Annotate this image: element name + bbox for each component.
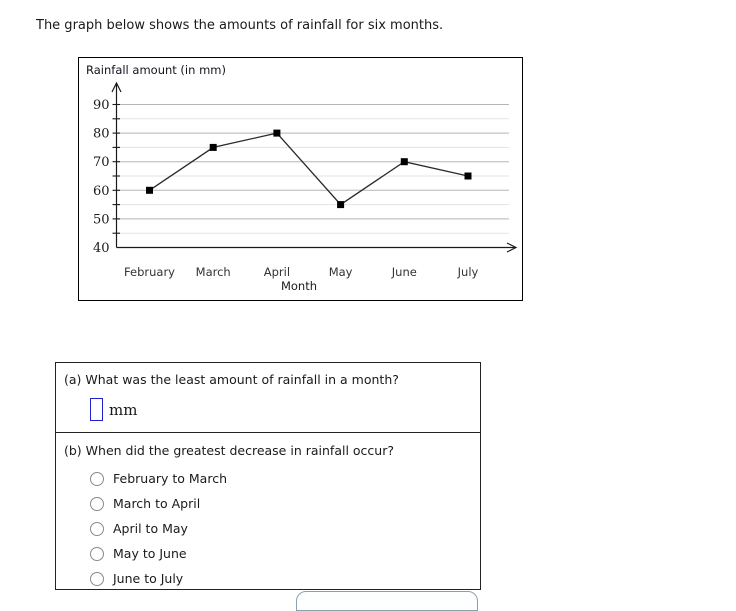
question-panel: (a) What was the least amount of rainfal… bbox=[55, 362, 481, 590]
radio-button-icon[interactable] bbox=[90, 521, 104, 536]
y-tick-label: 70 bbox=[93, 155, 110, 170]
chart-y-axis-title: Rainfall amount (in mm) bbox=[86, 63, 226, 77]
answer-input[interactable] bbox=[90, 398, 103, 421]
data-point-june bbox=[400, 158, 408, 166]
rainfall-chart: 40 50 60 70 80 90 February March April May June Jul… bbox=[78, 57, 523, 301]
question-a-section: (a) What was the least amount of rainfal… bbox=[56, 363, 480, 433]
data-point-april bbox=[273, 129, 281, 137]
radio-button-icon[interactable] bbox=[90, 546, 104, 561]
radio-option-label: April to May bbox=[113, 521, 188, 536]
answer-row: mm bbox=[90, 398, 472, 421]
y-axis-arrow-icon bbox=[111, 81, 122, 93]
radio-option-label: February to March bbox=[113, 471, 227, 486]
question-a-prompt: (a) What was the least amount of rainfal… bbox=[64, 372, 399, 387]
x-tick-label: May bbox=[329, 265, 353, 279]
radio-option-may-to-june[interactable]: May to June bbox=[90, 541, 472, 566]
data-line bbox=[149, 132, 469, 206]
y-tick-label: 90 bbox=[93, 98, 110, 113]
problem-statement: The graph below shows the amounts of rai… bbox=[36, 18, 444, 33]
data-point-may bbox=[337, 201, 345, 209]
radio-option-label: May to June bbox=[113, 546, 187, 561]
radio-button-icon[interactable] bbox=[90, 496, 104, 511]
radio-option-april-to-may[interactable]: April to May bbox=[90, 516, 472, 541]
radio-option-march-to-april[interactable]: March to April bbox=[90, 491, 472, 516]
x-tick-label: March bbox=[196, 265, 231, 279]
y-tick-label: 80 bbox=[93, 127, 110, 142]
y-tick-label: 60 bbox=[93, 184, 110, 199]
radio-option-february-to-march[interactable]: February to March bbox=[90, 466, 472, 491]
x-axis-arrow-icon bbox=[506, 242, 518, 253]
radio-option-label: June to July bbox=[113, 571, 184, 586]
line-chart-canvas: 40 50 60 70 80 90 February March April May June Jul… bbox=[93, 81, 518, 293]
question-b-section: (b) When did the greatest decrease in ra… bbox=[56, 433, 480, 589]
x-tick-label: June bbox=[391, 265, 417, 279]
data-point-february bbox=[146, 186, 153, 194]
radio-group: February to March March to April April to … bbox=[64, 466, 472, 589]
x-tick-label: July bbox=[457, 265, 479, 279]
question-b-prompt: (b) When did the greatest decrease in ra… bbox=[64, 443, 394, 458]
x-tick-label: April bbox=[264, 265, 290, 279]
answer-toolbar-partial[interactable] bbox=[296, 591, 478, 611]
radio-option-label: March to April bbox=[113, 496, 201, 511]
radio-button-icon[interactable] bbox=[90, 471, 104, 486]
x-tick-label: February bbox=[124, 265, 175, 279]
x-axis-title: Month bbox=[281, 279, 317, 293]
radio-option-june-to-july[interactable]: June to July bbox=[90, 566, 472, 589]
data-point-july bbox=[464, 172, 472, 180]
y-tick-label: 50 bbox=[93, 212, 110, 227]
data-point-march bbox=[209, 143, 217, 151]
y-tick-label: 40 bbox=[93, 241, 110, 256]
radio-button-icon[interactable] bbox=[90, 571, 104, 586]
unit-label: mm bbox=[109, 400, 138, 419]
